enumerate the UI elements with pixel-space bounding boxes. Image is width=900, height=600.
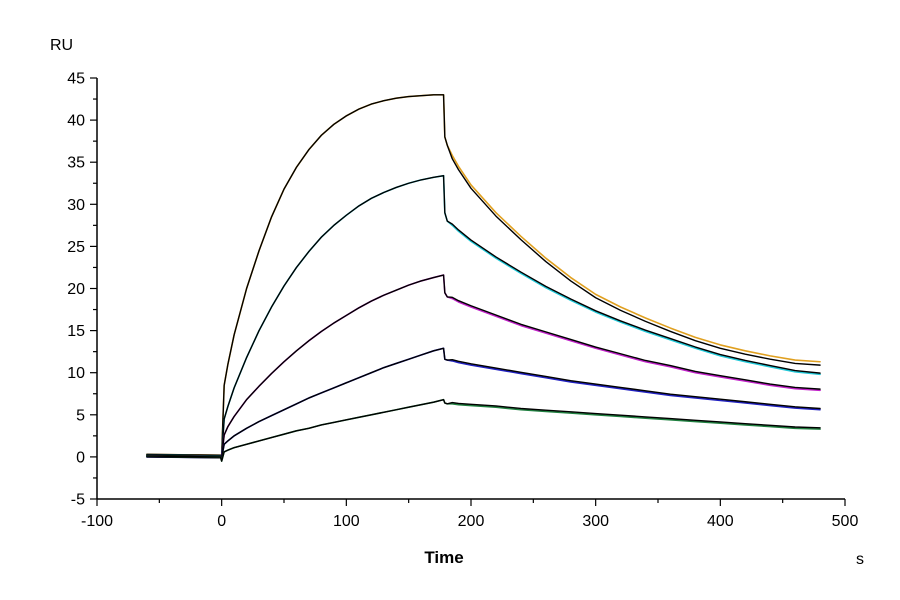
y-tick-label: 30 xyxy=(67,197,85,214)
x-tick-label: 400 xyxy=(707,513,734,530)
y-tick-label: 25 xyxy=(67,239,85,256)
y-tick-label: -5 xyxy=(71,492,85,509)
fit-line-1 xyxy=(146,94,821,456)
y-tick-label: 15 xyxy=(67,323,85,340)
y-axis-title: RU xyxy=(50,37,73,54)
y-tick-label: 5 xyxy=(76,407,85,424)
series-lines xyxy=(146,94,821,462)
x-tick-label: -100 xyxy=(81,513,113,530)
x-axis-unit: s xyxy=(856,551,864,568)
x-tick-label: 200 xyxy=(458,513,485,530)
x-tick-label: 300 xyxy=(582,513,609,530)
fit-line-4 xyxy=(146,347,821,459)
y-tick-label: 10 xyxy=(67,365,85,382)
x-tick-label: 100 xyxy=(333,513,360,530)
y-tick-label: 45 xyxy=(67,71,85,88)
x-tick-label: 500 xyxy=(832,513,859,530)
series-line-5 xyxy=(146,398,821,462)
y-tick-label: 20 xyxy=(67,281,85,298)
y-tick-label: 35 xyxy=(67,155,85,172)
fit-line-2 xyxy=(146,174,821,457)
fit-line-5 xyxy=(146,398,821,462)
series-line-4 xyxy=(146,347,821,459)
y-tick-label: 0 xyxy=(76,449,85,466)
x-tick-label: 0 xyxy=(217,513,226,530)
y-tick-label: 40 xyxy=(67,113,85,130)
series-line-2 xyxy=(146,174,821,457)
x-axis-title: Time xyxy=(424,548,463,567)
fit-line-3 xyxy=(146,274,821,458)
ticks: -5 0 5 10 15 20 25 30 35 40 45 -100 0 100 200 300 400 500 xyxy=(67,71,858,531)
axes xyxy=(96,78,845,500)
